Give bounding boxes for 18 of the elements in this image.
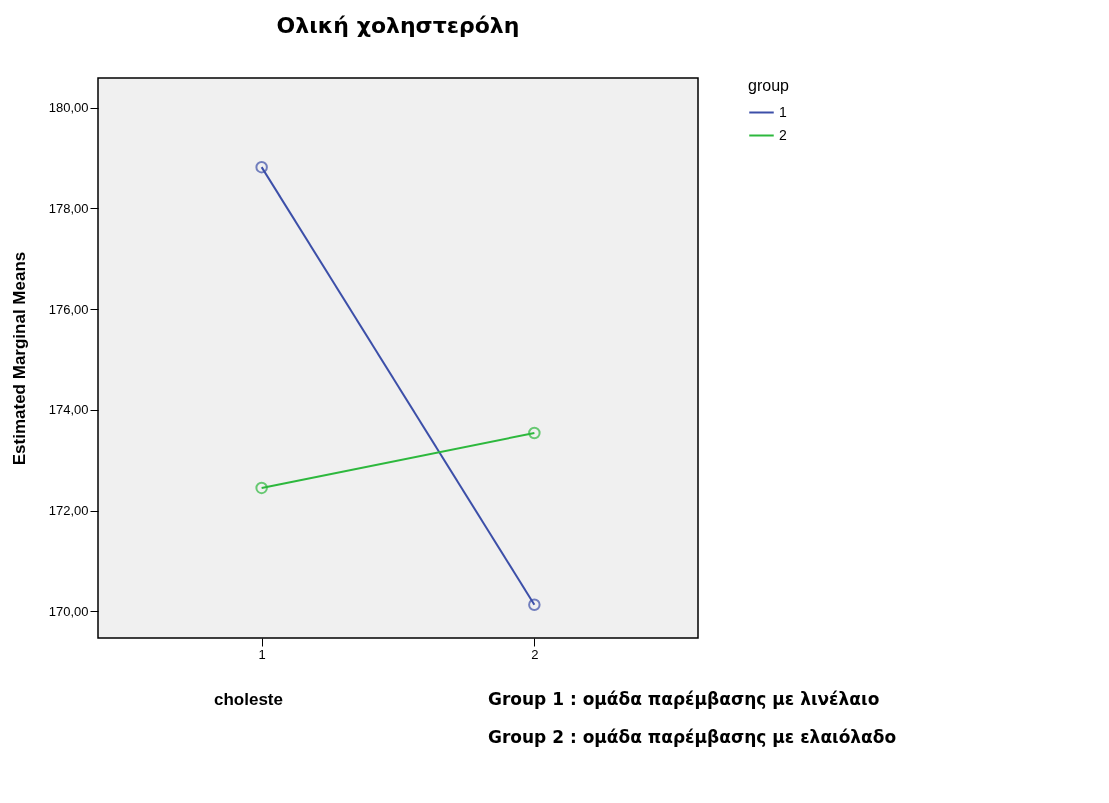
text: Group 2 : ομάδα παρέμβασης με ελαιόλαδο: [488, 727, 897, 747]
chart-title: Ολική χοληστερόλη: [276, 13, 520, 38]
point: [528, 598, 541, 611]
y-tick-label: 170,00: [48, 603, 89, 619]
y-tick-label: 178,00: [48, 200, 89, 216]
legend-label: 1: [779, 103, 787, 120]
legend-label: 2: [779, 126, 787, 143]
point: [528, 426, 541, 440]
x-axis-title: choleste: [214, 689, 283, 709]
y-tick-label: 180,00: [48, 100, 89, 116]
legend-title: group: [748, 77, 790, 94]
point: [255, 160, 268, 174]
text: Group 1 : ομάδα παρέμβασης με λινέλαιο: [488, 689, 880, 709]
y-axis-title: Estimated Marginal Means: [9, 251, 29, 466]
y-tick-label: 172,00: [48, 503, 89, 519]
y-tick-label: 174,00: [48, 402, 89, 418]
y-tick-label: 176,00: [48, 301, 89, 317]
point: [255, 481, 268, 495]
